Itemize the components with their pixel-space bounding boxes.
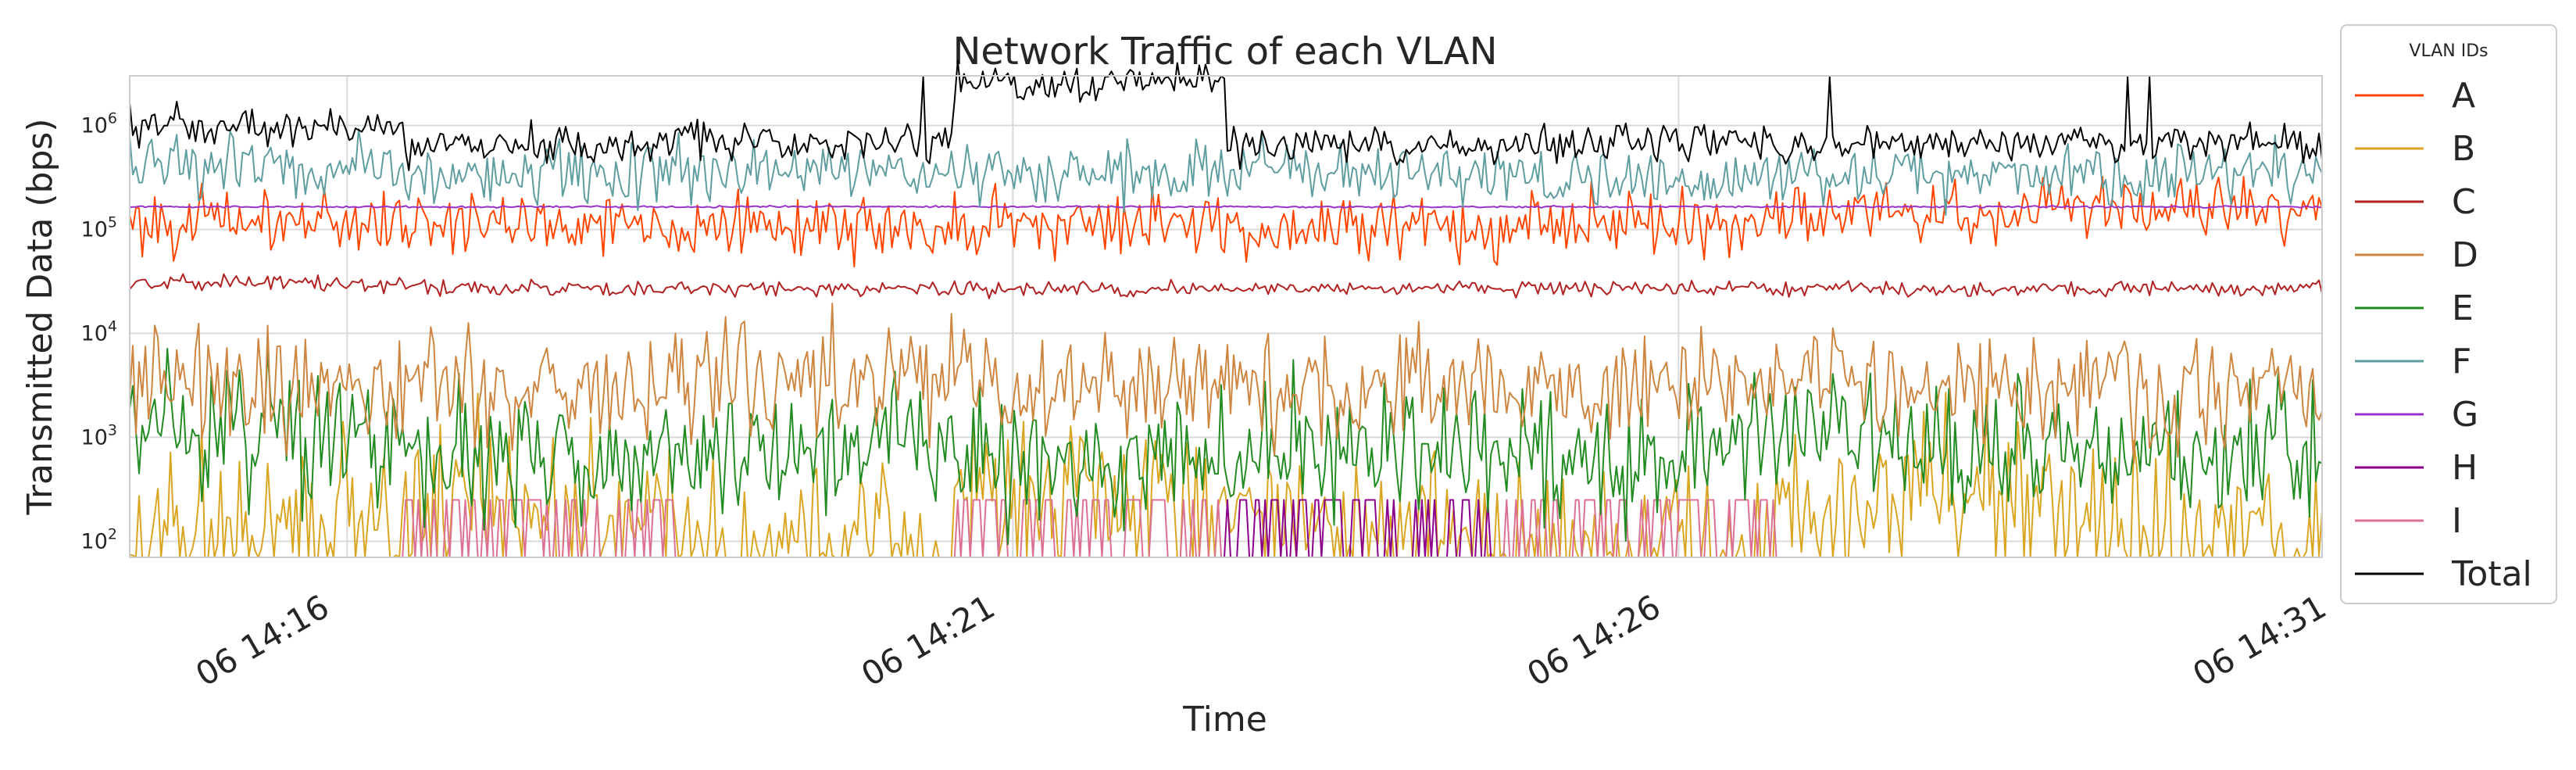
plot-frame bbox=[129, 75, 2323, 558]
legend-frame bbox=[2340, 24, 2557, 604]
series-line-total bbox=[129, 59, 2323, 171]
series-line-e bbox=[129, 347, 2323, 546]
legend-label-a: A bbox=[2452, 76, 2475, 116]
legend-label-g: G bbox=[2452, 395, 2478, 435]
y-tick-label: 103 bbox=[81, 421, 117, 449]
y-axis-label: Transmitted Data (bps) bbox=[20, 118, 60, 515]
series-line-a bbox=[129, 176, 2323, 268]
legend-title: VLAN IDs bbox=[2409, 41, 2488, 61]
y-axis-ticks: 102 103 104 105 106 bbox=[81, 109, 117, 553]
x-axis-label: Time bbox=[1182, 700, 1267, 740]
series-line-g bbox=[129, 204, 2323, 210]
chart-title: Network Traffic of each VLAN bbox=[952, 30, 1497, 73]
series-line-f bbox=[129, 128, 2323, 216]
series-line-b bbox=[129, 387, 2323, 558]
y-tick-label: 105 bbox=[81, 213, 117, 242]
legend-label-c: C bbox=[2452, 182, 2476, 222]
y-tick-label: 102 bbox=[81, 525, 117, 553]
legend-label-i: I bbox=[2452, 501, 2462, 541]
legend-label-f: F bbox=[2452, 342, 2471, 381]
legend-label-d: D bbox=[2452, 235, 2478, 275]
legend-label-e: E bbox=[2452, 288, 2474, 328]
y-tick-label: 106 bbox=[81, 109, 117, 138]
y-tick-label: 104 bbox=[81, 317, 117, 346]
series-line-c bbox=[129, 273, 2323, 299]
legend-label-h: H bbox=[2452, 448, 2478, 488]
legend-label-b: B bbox=[2452, 129, 2475, 169]
series-line-d bbox=[129, 303, 2323, 464]
legend-label-total: Total bbox=[2451, 554, 2532, 594]
